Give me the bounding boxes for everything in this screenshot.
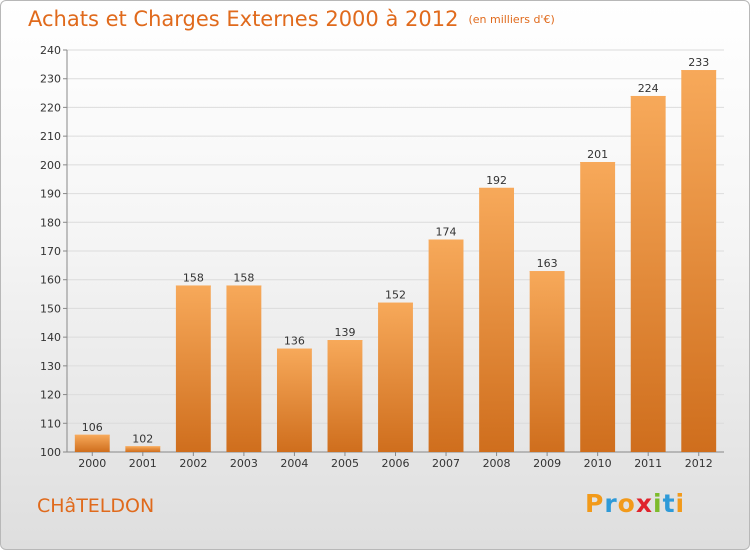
x-tick-label: 2006 — [382, 457, 410, 470]
logo-letter: o — [617, 489, 636, 518]
y-tick-label: 210 — [40, 130, 61, 143]
data-label: 174 — [436, 226, 457, 239]
y-tick-label: 180 — [40, 216, 61, 229]
bar — [74, 434, 110, 452]
bar — [630, 95, 666, 452]
chart-title: Achats et Charges Externes 2000 à 2012 (e… — [28, 7, 555, 31]
data-label: 233 — [688, 56, 709, 69]
y-tick-label: 240 — [40, 44, 61, 57]
bar — [529, 271, 565, 452]
x-tick-label: 2009 — [533, 457, 561, 470]
y-tick-label: 200 — [40, 159, 61, 172]
bar — [327, 340, 363, 452]
y-tick-label: 220 — [40, 101, 61, 114]
bar — [125, 446, 161, 452]
y-tick-label: 130 — [40, 360, 61, 373]
bar — [580, 161, 616, 452]
chart-title-main: Achats et Charges Externes 2000 à 2012 — [28, 7, 459, 31]
logo-letter: i — [653, 489, 663, 518]
y-tick-label: 170 — [40, 245, 61, 258]
data-label: 192 — [486, 174, 507, 187]
data-label: 201 — [587, 148, 608, 161]
y-tick-label: 190 — [40, 188, 61, 201]
logo-letter: r — [604, 489, 618, 518]
data-labels: 106 102 158 158 136 139 152 174 192 163 201 224 233 — [82, 56, 709, 445]
x-tick-label: 2005 — [331, 457, 359, 470]
bar — [479, 187, 515, 453]
x-tick-label: 2003 — [230, 457, 258, 470]
y-tick-label: 110 — [40, 417, 61, 430]
bars — [74, 70, 717, 453]
data-label: 163 — [537, 257, 558, 270]
bar — [681, 70, 717, 452]
bar — [378, 302, 413, 452]
y-tick-label: 100 — [40, 446, 61, 459]
data-label: 158 — [233, 271, 254, 284]
y-tick-label: 230 — [40, 73, 61, 86]
x-tick-label: 2001 — [129, 457, 157, 470]
data-label: 158 — [183, 271, 204, 284]
logo-letter: x — [635, 489, 653, 518]
logo-letter: i — [675, 489, 686, 518]
y-tick-label: 120 — [40, 389, 61, 402]
data-label: 152 — [385, 289, 406, 302]
proxiti-logo: Proxiti — [585, 489, 685, 518]
data-label: 102 — [132, 432, 153, 445]
y-tick-label: 140 — [40, 331, 61, 344]
commune-name: CHâTELDON — [37, 495, 155, 517]
x-tick-label: 2012 — [685, 457, 713, 470]
y-tick-label: 150 — [40, 302, 61, 315]
bar — [175, 285, 211, 452]
data-label: 224 — [638, 82, 659, 95]
x-tick-label: 2004 — [280, 457, 308, 470]
x-tick-label: 2010 — [584, 457, 612, 470]
x-tick-label: 2011 — [634, 457, 662, 470]
y-tick-label: 160 — [40, 274, 61, 287]
data-label: 136 — [284, 335, 305, 348]
x-tick-label: 2002 — [179, 457, 207, 470]
bar — [226, 285, 262, 452]
x-tick-label: 2007 — [432, 457, 460, 470]
x-tick-label: 2000 — [78, 457, 106, 470]
bar — [428, 239, 464, 452]
x-tick-label: 2008 — [483, 457, 511, 470]
data-label: 139 — [334, 326, 355, 339]
bar — [276, 348, 312, 452]
logo-letter: t — [662, 489, 676, 518]
chart-title-unit: (en milliers d'€) — [468, 13, 555, 26]
logo-letter: P — [585, 489, 605, 518]
data-label: 106 — [82, 421, 103, 434]
